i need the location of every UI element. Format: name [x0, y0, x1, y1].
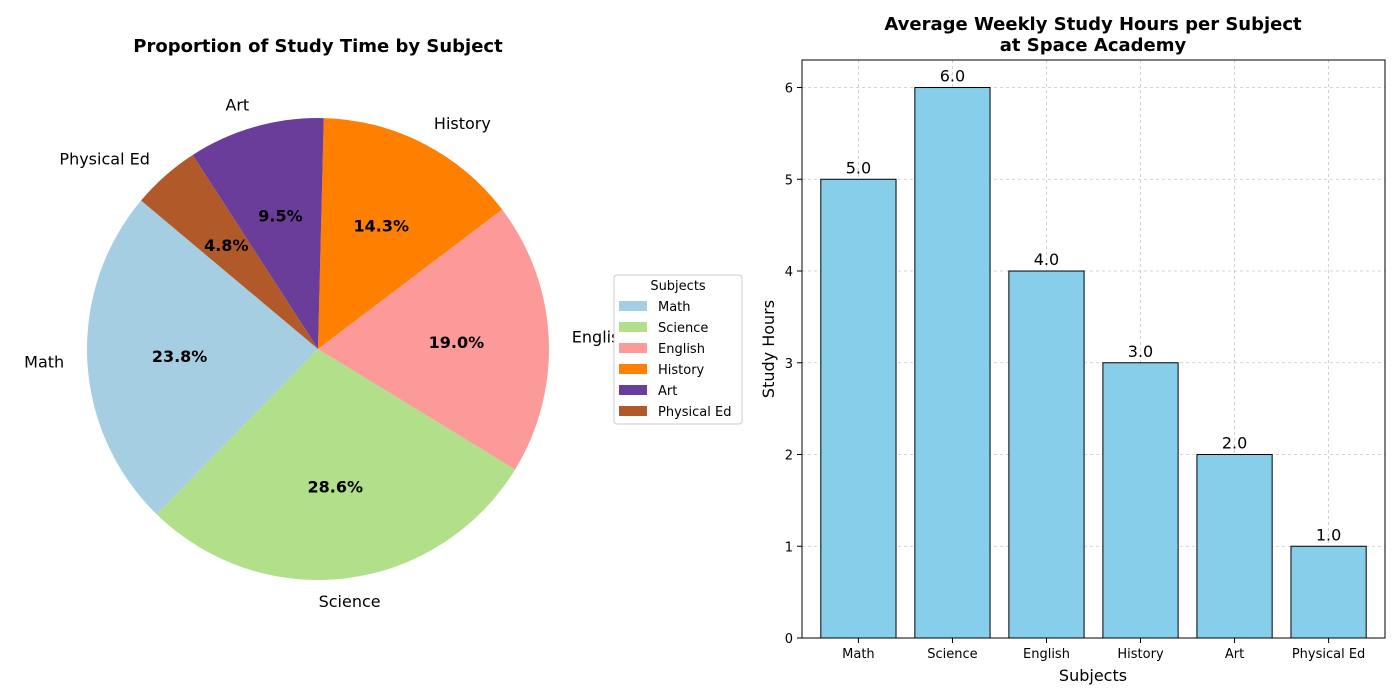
pie-slice-labels: Math 23.8%Science28.6%English19.0%History… [24, 95, 629, 611]
bar-axes-frame [801, 59, 1386, 639]
bar-value-label-science: 6.0 [940, 67, 965, 86]
x-tick-label-science: Science [927, 647, 977, 662]
legend-title: Subjects [650, 279, 706, 294]
y-tick-label: 3 [785, 357, 793, 372]
y-tick-label: 0 [785, 632, 793, 647]
pie-slice-history [318, 118, 503, 349]
y-tick-label: 2 [785, 449, 793, 464]
legend-entry-english: English [658, 342, 705, 357]
legend-swatch-science [619, 322, 647, 332]
pie-slice-physical-ed [141, 154, 318, 349]
bar-y-ticks: 0 1 2 3 4 5 6 [785, 82, 802, 647]
pie-slice-art [192, 118, 324, 349]
legend-entry-history: History [658, 363, 705, 378]
bar-english [1008, 270, 1085, 639]
x-tick-label-math: Math [842, 647, 875, 662]
pie-chart-title: Proportion of Study Time by Subject [133, 36, 503, 57]
bar-value-label-physical-ed: 1.0 [1316, 525, 1341, 544]
legend-swatch-math [619, 301, 647, 311]
pie-percent-history: 14.3% [353, 217, 409, 236]
x-tick-label-art: Art [1225, 647, 1244, 662]
bar-x-axis-label: Subjects [1059, 666, 1127, 685]
legend-swatch-history [619, 364, 647, 374]
pie-percent-english: 19.0% [429, 333, 485, 352]
pie-label-science: Science [319, 592, 381, 611]
bar-math [820, 178, 897, 639]
legend-entry-math: Math [658, 300, 691, 315]
legend-entry-art: Art [658, 384, 677, 399]
bar-value-label-history: 3.0 [1128, 342, 1153, 361]
pie-slices [86, 118, 550, 580]
pie-slice-science [156, 349, 516, 580]
pie-percent-science: 28.6% [307, 478, 363, 497]
bar-art [1196, 454, 1273, 639]
bar-value-label-art: 2.0 [1222, 434, 1247, 453]
legend-swatch-art [619, 385, 647, 395]
legend-entry-science: Science [658, 321, 708, 336]
legend-entry-physical-ed: Physical Ed [658, 405, 731, 420]
x-tick-label-physical-ed: Physical Ed [1292, 647, 1365, 662]
pie-label-physical-ed: Physical Ed [59, 149, 149, 168]
pie-slice-english [318, 209, 550, 470]
pie-label-math: Math [24, 353, 64, 372]
bar-science [914, 87, 991, 639]
x-tick-label-english: English [1023, 647, 1070, 662]
legend-swatch-physical-ed [619, 406, 647, 416]
pie-percent-art: 9.5% [258, 207, 302, 226]
legend-swatch-english [619, 343, 647, 353]
pie-label-history: History [434, 114, 491, 133]
bar-chart: Average Weekly Study Hours per Subject at… [759, 14, 1386, 685]
bar-value-label-english: 4.0 [1034, 250, 1059, 269]
pie-percent-physical-ed: 4.8% [204, 236, 248, 255]
bar-chart-title: Average Weekly Study Hours per Subject at… [884, 14, 1302, 56]
y-tick-label: 1 [785, 540, 793, 555]
bar-history [1102, 362, 1179, 639]
pie-chart: Proportion of Study Time by Subject Math… [24, 36, 743, 611]
pie-legend: Subjects Math Science English History Art Phy… [613, 274, 743, 425]
bar-x-ticks: Math Science English History Art Physical Ed [842, 638, 1365, 662]
bar-value-label-math: 5.0 [846, 158, 871, 177]
x-tick-label-history: History [1117, 647, 1164, 662]
legend-entries: Math Science English History Art Physical Ed [619, 300, 731, 420]
pie-label-art: Art [225, 95, 249, 114]
y-tick-label: 6 [785, 82, 793, 97]
bar-bars [820, 87, 1367, 639]
bar-physical-ed [1290, 545, 1367, 639]
y-tick-label: 4 [785, 265, 793, 280]
pie-slice-math [86, 200, 318, 515]
pie-percent-math: 23.8% [152, 347, 208, 366]
bar-value-labels: 5.0 6.0 4.0 3.0 2.0 1.0 [846, 67, 1342, 545]
y-tick-label: 5 [785, 173, 793, 188]
bar-y-axis-label: Study Hours [759, 300, 778, 398]
